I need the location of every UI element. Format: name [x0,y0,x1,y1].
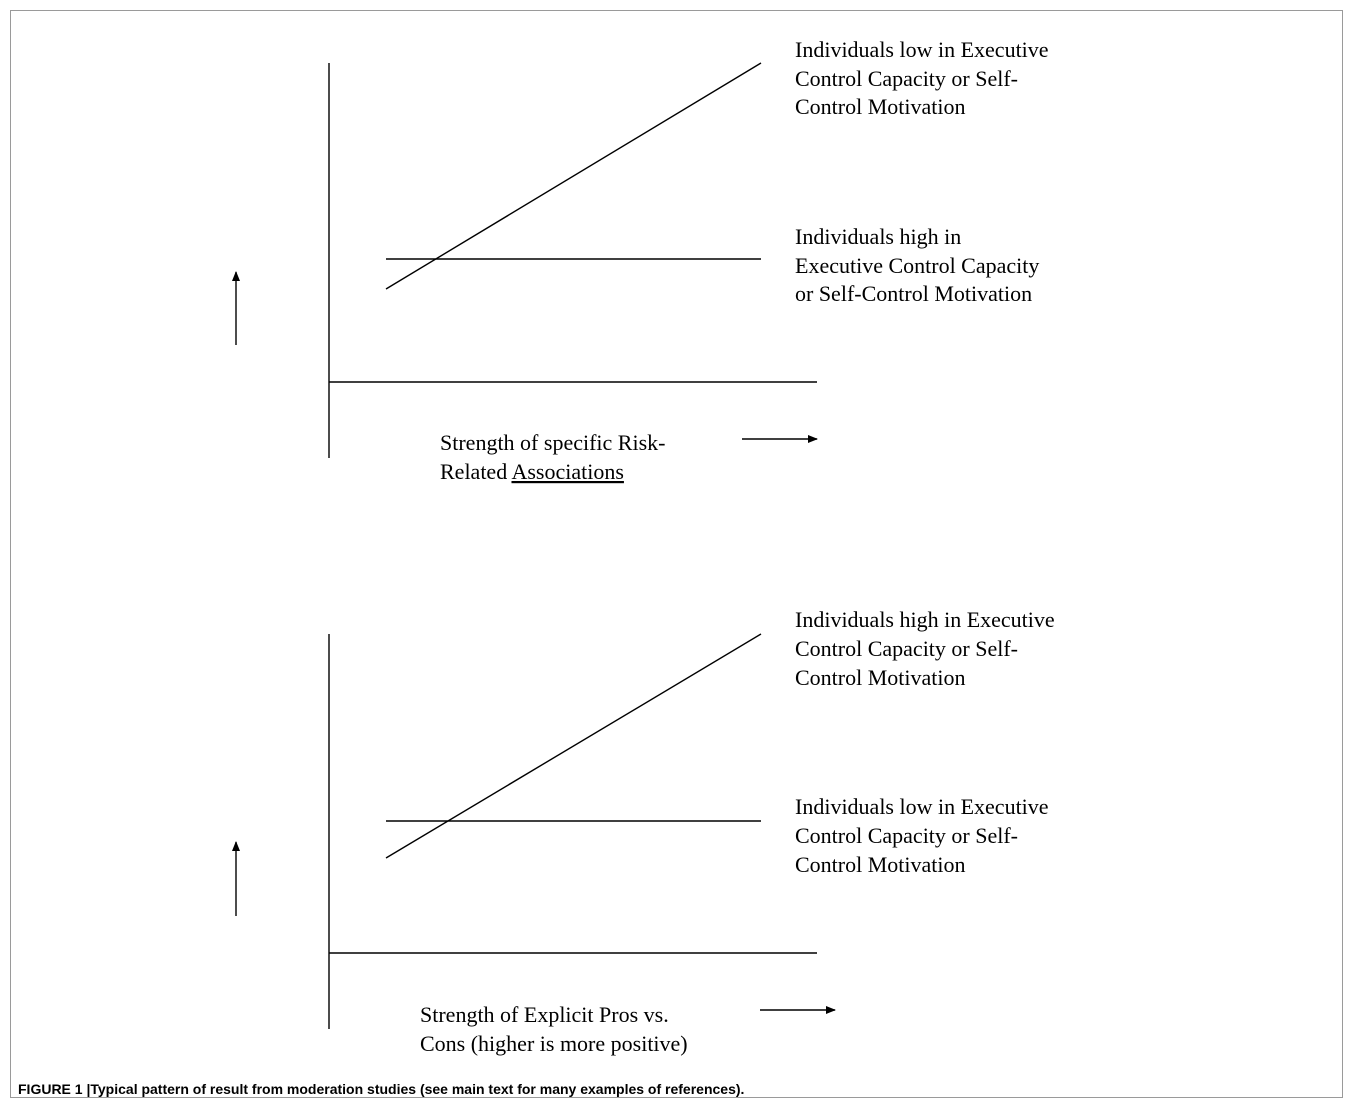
panel-2-x-axis-label: Strength of Explicit Pros vs. Cons (high… [420,1002,688,1056]
panel-2-series-1-label: Individuals high in Executive Control Ca… [795,607,1060,690]
panel-1-series-2-label: Individuals high in Executive Control Ca… [795,224,1045,306]
panel-1-series-1-line [385,62,762,290]
figure-caption-text: Typical pattern of result from moderatio… [90,1081,745,1097]
figure-frame [10,10,1343,1098]
figure-caption: FIGURE 1 |Typical pattern of result from… [18,1081,744,1097]
panel-1-x-axis-label: Strength of specific Risk- Related Assoc… [440,430,671,484]
panel-2-series-2-label: Individuals low in Executive Control Cap… [795,794,1054,877]
panel-1: Individuals low in Executive Control Cap… [232,37,1054,484]
panel-2: Individuals high in Executive Control Ca… [232,607,1060,1056]
panel-1-x-axis-label-underlined: Associations [511,459,623,484]
panel-2-series-1-line [385,633,762,859]
figure-caption-label: FIGURE 1 | [18,1081,91,1097]
panel-1-series-1-label: Individuals low in Executive Control Cap… [795,37,1054,119]
